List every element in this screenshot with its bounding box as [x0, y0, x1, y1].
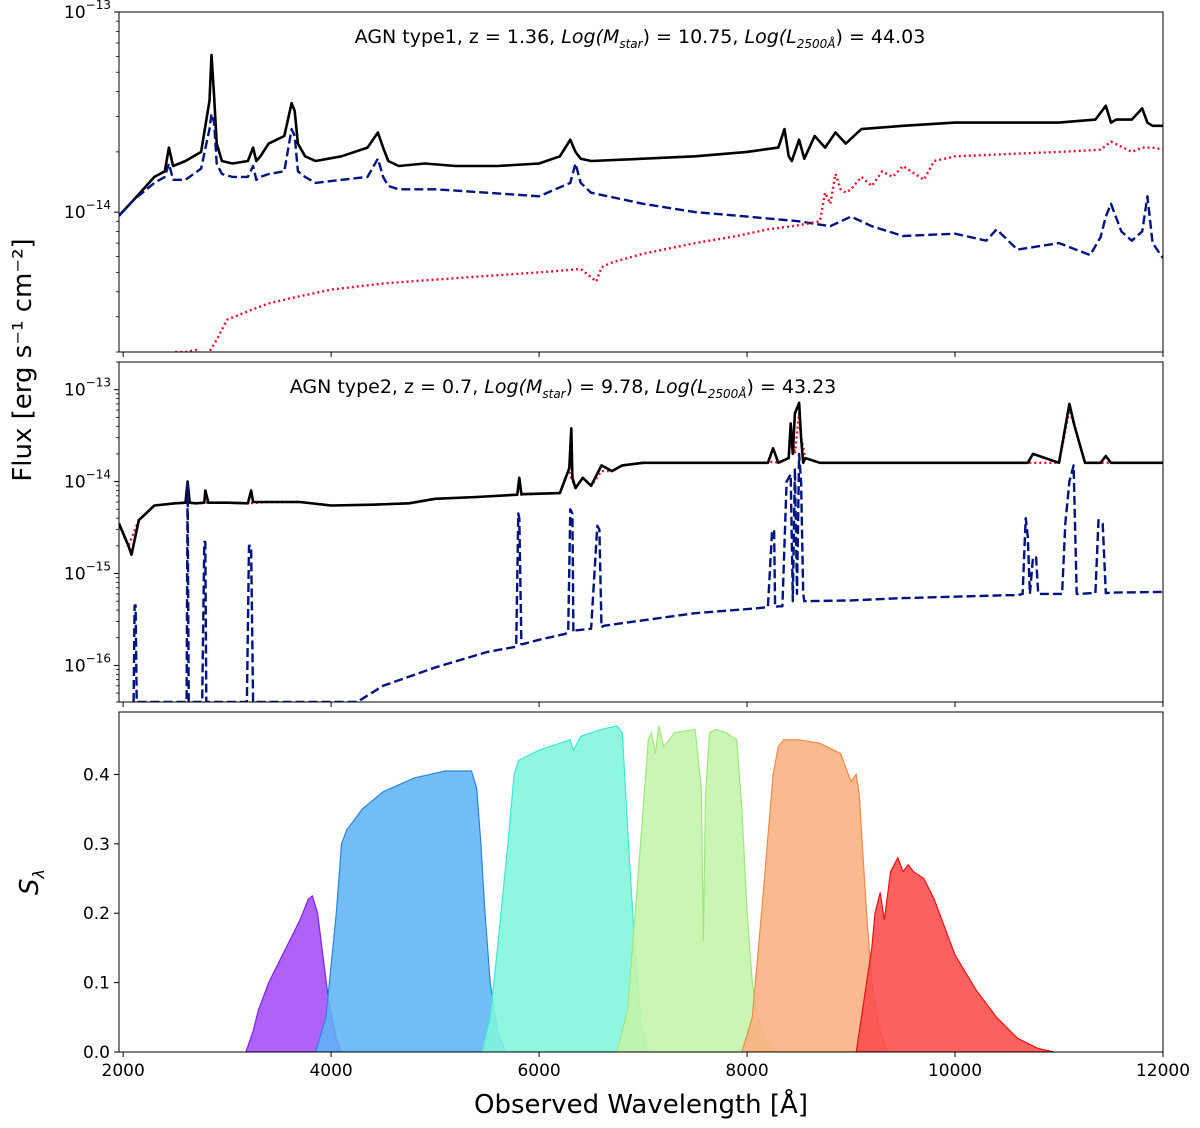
- y-tick-label: 10−14: [64, 198, 111, 223]
- title-lum-sub: 2500Å: [797, 36, 836, 51]
- y-tick-label-0.0: 0.0: [83, 1043, 110, 1063]
- plot-area-bottom: [245, 725, 1054, 1052]
- panel-title-top: AGN type1, z = 1.36, Log(Mstar) = 10.75,…: [355, 26, 926, 51]
- panel-title-middle: AGN type2, z = 0.7, Log(Mstar) = 9.78, L…: [290, 376, 837, 401]
- title-lum-label: Log(L: [744, 26, 796, 48]
- response-label-main: S: [15, 878, 45, 895]
- title-prefix: AGN type2, z = 0.7,: [290, 376, 485, 398]
- filter-band-4: [616, 725, 776, 1052]
- series-total-solid: [119, 53, 1163, 217]
- x-tick-label-8000: 8000: [725, 1061, 768, 1081]
- x-tick-label-4000: 4000: [309, 1061, 352, 1081]
- axes-frame-top: [118, 11, 1164, 353]
- x-tick-label-6000: 6000: [517, 1061, 560, 1081]
- y-tick-label-0.2: 0.2: [83, 904, 110, 924]
- y-tick-label: 10−14: [64, 468, 111, 493]
- panel-bottom: 2000 4000 6000 8000 10000 12000 0.0 0.1 0.2 0.3 0.…: [83, 711, 1190, 1081]
- x-tick-label-10000: 10000: [928, 1061, 982, 1081]
- wavelength-axis-label: Observed Wavelength [Å]: [474, 1088, 808, 1120]
- y-tick-label: 10−16: [64, 651, 111, 676]
- title-mstar-value: ) = 10.75,: [643, 26, 745, 48]
- y-tick-label-0.4: 0.4: [83, 765, 110, 785]
- series-galaxy-dotted: [119, 408, 1163, 547]
- title-prefix: AGN type1, z = 1.36,: [355, 26, 562, 48]
- title-mstar-label: Log(M: [561, 26, 619, 48]
- y-tick-label: 10−13: [64, 0, 111, 23]
- axes-frame-middle: [118, 361, 1164, 703]
- title-lum-value: ) = 44.03: [836, 26, 926, 48]
- title-mstar-sub: star: [619, 37, 643, 51]
- series-total-solid: [119, 401, 1163, 556]
- series-agn-dashed: [119, 112, 1163, 259]
- y-tick-label: 10−13: [64, 376, 111, 401]
- plot-area-top: [119, 53, 1163, 352]
- title-lum-sub: 2500Å: [708, 386, 747, 401]
- title-mstar-value: ) = 9.78,: [566, 376, 656, 398]
- series-agn-dashed: [132, 452, 1163, 702]
- x-tick-label-12000: 12000: [1136, 1061, 1190, 1081]
- flux-axis-label: Flux [erg s⁻¹ cm⁻²]: [8, 238, 38, 481]
- panel-top: 10−14 10−13: [64, 0, 1164, 357]
- response-label-sub: λ: [29, 869, 48, 879]
- x-tick-label-2000: 2000: [102, 1061, 145, 1081]
- series-galaxy-dotted: [175, 140, 1163, 352]
- y-tick-label: 10−15: [64, 560, 111, 585]
- filter-band-2: [314, 770, 507, 1052]
- title-lum-value: ) = 43.23: [746, 376, 836, 398]
- title-lum-label: Log(L: [655, 376, 707, 398]
- plot-area-middle: [119, 401, 1163, 702]
- panel-middle: 10−16 10−15 10−14 10−13: [64, 361, 1164, 707]
- response-axis-label: Sλ: [15, 869, 48, 895]
- filter-band-6: [855, 856, 1054, 1052]
- title-mstar-label: Log(M: [484, 376, 542, 398]
- y-tick-label-0.3: 0.3: [83, 835, 110, 855]
- axes-frame-bottom: [118, 711, 1164, 1053]
- title-mstar-sub: star: [542, 387, 566, 401]
- filter-band-3: [481, 725, 649, 1052]
- y-tick-label-0.1: 0.1: [83, 974, 110, 994]
